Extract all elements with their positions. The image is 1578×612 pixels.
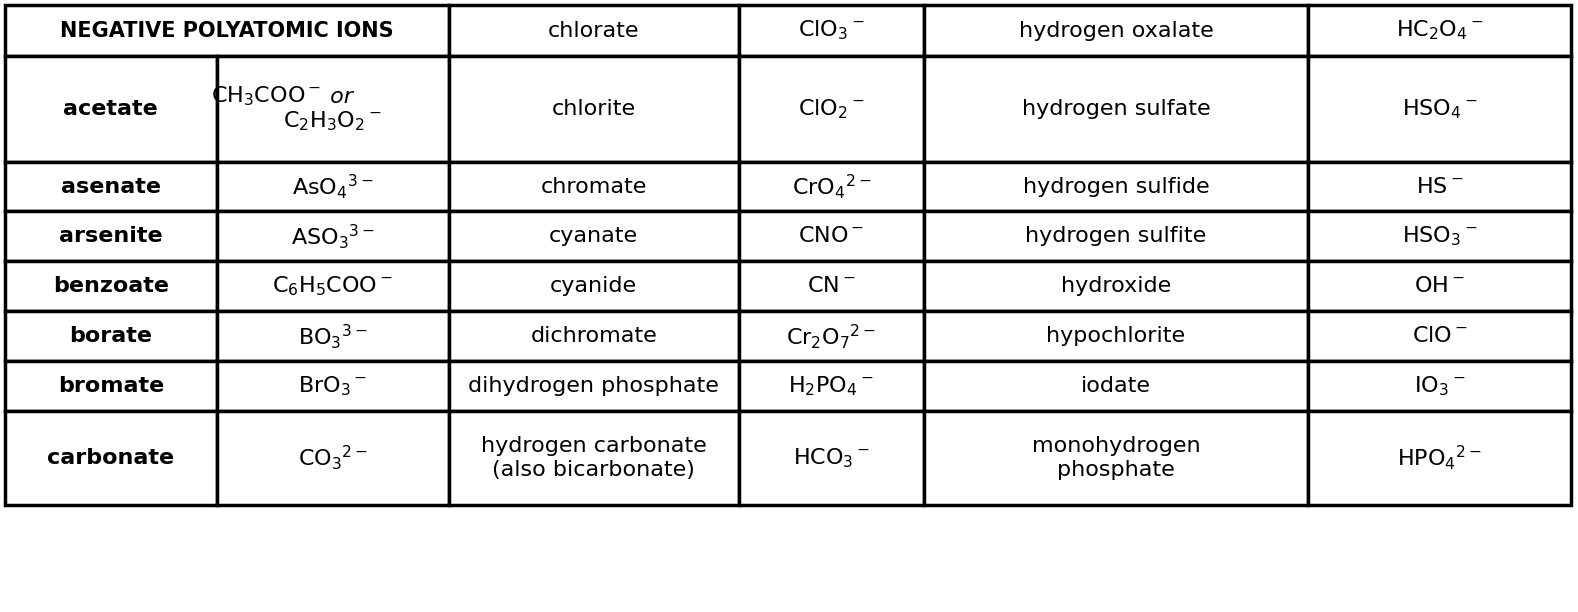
Bar xyxy=(739,261,923,312)
Bar xyxy=(216,261,448,312)
Bar xyxy=(448,312,739,361)
Bar xyxy=(923,5,1308,56)
Text: chlorate: chlorate xyxy=(548,21,639,40)
Text: OH$^-$: OH$^-$ xyxy=(1414,277,1464,296)
Text: CrO$_4$$^{2-}$: CrO$_4$$^{2-}$ xyxy=(792,172,871,201)
Bar xyxy=(923,162,1308,212)
Text: ClO$_2$$^-$: ClO$_2$$^-$ xyxy=(798,97,865,121)
Bar xyxy=(923,212,1308,261)
Text: bromate: bromate xyxy=(58,376,164,397)
Bar xyxy=(216,56,448,162)
Text: HC$_2$O$_4$$^-$: HC$_2$O$_4$$^-$ xyxy=(1397,19,1483,42)
Text: benzoate: benzoate xyxy=(52,277,169,296)
Text: chromate: chromate xyxy=(541,176,647,196)
Text: hydrogen carbonate: hydrogen carbonate xyxy=(481,436,707,456)
Text: CO$_3$$^{2-}$: CO$_3$$^{2-}$ xyxy=(298,444,368,472)
Text: hydrogen sulfide: hydrogen sulfide xyxy=(1023,176,1209,196)
Bar xyxy=(1308,5,1572,56)
Bar xyxy=(1308,56,1572,162)
Bar xyxy=(5,162,216,212)
Bar xyxy=(448,411,739,505)
Text: hydrogen sulfate: hydrogen sulfate xyxy=(1021,99,1210,119)
Bar xyxy=(923,261,1308,312)
Bar xyxy=(1308,411,1572,505)
Bar xyxy=(5,5,448,56)
Text: CN$^-$: CN$^-$ xyxy=(806,277,855,296)
Text: acetate: acetate xyxy=(63,99,158,119)
Text: hydroxide: hydroxide xyxy=(1060,277,1171,296)
Bar xyxy=(739,212,923,261)
Bar xyxy=(216,162,448,212)
Text: ClO$_3$$^-$: ClO$_3$$^-$ xyxy=(798,19,865,42)
Bar xyxy=(5,212,216,261)
Bar xyxy=(739,56,923,162)
Text: HSO$_4$$^-$: HSO$_4$$^-$ xyxy=(1401,97,1477,121)
Bar xyxy=(448,261,739,312)
Text: (also bicarbonate): (also bicarbonate) xyxy=(492,460,696,480)
Text: cyanide: cyanide xyxy=(551,277,638,296)
Bar xyxy=(448,56,739,162)
Bar xyxy=(216,212,448,261)
Text: dichromate: dichromate xyxy=(530,326,656,346)
Bar xyxy=(5,56,216,162)
Text: dihydrogen phosphate: dihydrogen phosphate xyxy=(469,376,720,397)
Text: hydrogen oxalate: hydrogen oxalate xyxy=(1018,21,1213,40)
Text: H$_2$PO$_4$$^-$: H$_2$PO$_4$$^-$ xyxy=(789,375,874,398)
Text: borate: borate xyxy=(69,326,153,346)
Text: asenate: asenate xyxy=(62,176,161,196)
Bar xyxy=(739,361,923,411)
Bar xyxy=(923,56,1308,162)
Bar xyxy=(1308,312,1572,361)
Bar xyxy=(448,5,739,56)
Text: HPO$_4$$^{2-}$: HPO$_4$$^{2-}$ xyxy=(1397,444,1482,472)
Bar xyxy=(1308,162,1572,212)
Text: chlorite: chlorite xyxy=(552,99,636,119)
Bar xyxy=(448,361,739,411)
Text: Cr$_2$O$_7$$^{2-}$: Cr$_2$O$_7$$^{2-}$ xyxy=(786,322,876,351)
Bar xyxy=(1308,261,1572,312)
Bar xyxy=(216,312,448,361)
Text: monohydrogen: monohydrogen xyxy=(1032,436,1201,456)
Text: CNO$^-$: CNO$^-$ xyxy=(798,226,865,247)
Text: HCO$_3$$^-$: HCO$_3$$^-$ xyxy=(792,446,869,470)
Bar xyxy=(923,312,1308,361)
Text: BO$_3$$^{3-}$: BO$_3$$^{3-}$ xyxy=(298,322,368,351)
Bar xyxy=(216,411,448,505)
Text: AsO$_4$$^{3-}$: AsO$_4$$^{3-}$ xyxy=(292,172,374,201)
Bar xyxy=(5,361,216,411)
Bar xyxy=(448,212,739,261)
Text: iodate: iodate xyxy=(1081,376,1150,397)
Text: or: or xyxy=(323,87,352,106)
Text: IO$_3$$^-$: IO$_3$$^-$ xyxy=(1414,375,1466,398)
Text: ClO$^-$: ClO$^-$ xyxy=(1412,326,1468,346)
Text: BrO$_3$$^-$: BrO$_3$$^-$ xyxy=(298,375,368,398)
Text: CH$_3$COO$^-$: CH$_3$COO$^-$ xyxy=(210,85,320,108)
Text: carbonate: carbonate xyxy=(47,448,175,468)
Text: hydrogen sulfite: hydrogen sulfite xyxy=(1026,226,1207,247)
Text: NEGATIVE POLYATOMIC IONS: NEGATIVE POLYATOMIC IONS xyxy=(60,21,393,40)
Bar xyxy=(923,411,1308,505)
Bar xyxy=(739,411,923,505)
Bar xyxy=(448,162,739,212)
Bar xyxy=(5,411,216,505)
Text: ASO$_3$$^{3-}$: ASO$_3$$^{3-}$ xyxy=(290,222,374,251)
Bar xyxy=(5,312,216,361)
Bar xyxy=(216,361,448,411)
Text: C$_6$H$_5$COO$^-$: C$_6$H$_5$COO$^-$ xyxy=(273,275,393,298)
Bar xyxy=(923,361,1308,411)
Text: HSO$_3$$^-$: HSO$_3$$^-$ xyxy=(1401,225,1477,248)
Text: hypochlorite: hypochlorite xyxy=(1046,326,1185,346)
Text: phosphate: phosphate xyxy=(1057,460,1174,480)
Bar xyxy=(739,312,923,361)
Text: arsenite: arsenite xyxy=(58,226,163,247)
Text: HS$^-$: HS$^-$ xyxy=(1415,176,1463,196)
Bar xyxy=(1308,212,1572,261)
Text: cyanate: cyanate xyxy=(549,226,639,247)
Bar xyxy=(739,5,923,56)
Bar xyxy=(739,162,923,212)
Bar xyxy=(5,261,216,312)
Text: C$_2$H$_3$O$_2$$^-$: C$_2$H$_3$O$_2$$^-$ xyxy=(284,110,382,133)
Bar xyxy=(1308,361,1572,411)
